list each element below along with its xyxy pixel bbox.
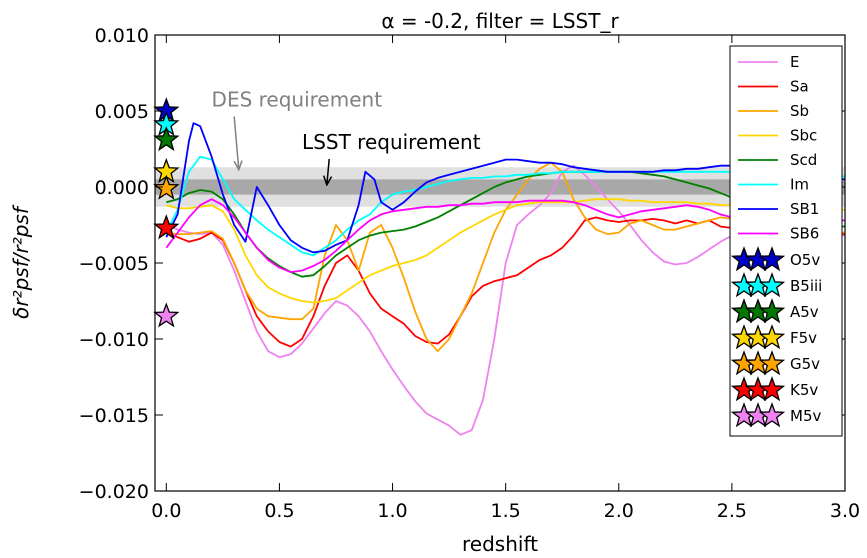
legend-label-sa: Sa	[790, 78, 809, 96]
annotations: DES requirement LSST requirement	[212, 87, 481, 184]
x-tick-label: 2.5	[717, 500, 747, 522]
annotation-lsst: LSST requirement	[302, 130, 481, 154]
y-tick-label: 0.000	[95, 177, 149, 199]
star-point-k5v	[153, 214, 180, 240]
star-point-g5v	[153, 174, 180, 200]
legend-star-g5v	[758, 350, 786, 376]
legend-box	[729, 45, 843, 437]
y-tick-label: 0.005	[95, 101, 149, 123]
x-tick-label: 3.0	[830, 500, 860, 522]
legend-label-a5v: A5v	[790, 303, 819, 321]
x-tick-label: 1.0	[377, 500, 407, 522]
legend-label-k5v: K5v	[790, 381, 818, 399]
x-tick-label: 0.0	[151, 500, 181, 522]
annotation-des: DES requirement	[212, 87, 383, 111]
legend-star-m5v	[758, 402, 786, 428]
y-tick-label: −0.010	[79, 329, 149, 351]
legend-label-e: E	[790, 53, 799, 71]
legend: E Sa Sb Sbc Scd Im SB1 SB6 O5v B5iii A5v F5v G5v K5v M…	[729, 45, 843, 437]
x-axis-label: redshift	[462, 532, 538, 556]
legend-star-a5v	[758, 298, 786, 324]
x-tick-label: 2.0	[604, 500, 634, 522]
x-tick-label: 0.5	[264, 500, 294, 522]
y-tick-label: 0.010	[95, 25, 149, 47]
legend-label-g5v: G5v	[790, 355, 820, 373]
star-markers	[153, 97, 180, 328]
y-tick-label: −0.015	[79, 405, 149, 427]
y-axis-label: δr²psf/r²psf	[9, 204, 33, 319]
legend-label-b5iii: B5iii	[790, 277, 822, 295]
legend-label-sb1: SB1	[790, 200, 819, 218]
y-tick-label: −0.005	[79, 253, 149, 275]
annotation-arrow-des	[234, 116, 239, 168]
legend-label-f5v: F5v	[790, 329, 817, 347]
y-tick-label: −0.020	[79, 481, 149, 503]
legend-star-b5iii	[758, 272, 786, 298]
legend-star-f5v	[758, 324, 786, 350]
series-line-sb1	[165, 122, 845, 254]
legend-label-o5v: O5v	[790, 251, 820, 269]
legend-label-sb6: SB6	[790, 225, 819, 243]
x-axis: 0.0 0.5 1.0 1.5 2.0 2.5 3.0	[151, 35, 860, 522]
legend-star-o5v	[758, 246, 786, 272]
x-tick-label: 1.5	[491, 500, 521, 522]
star-point-a5v	[153, 126, 180, 152]
legend-label-scd: Scd	[790, 151, 817, 169]
legend-label-m5v: M5v	[790, 407, 821, 425]
chart-title: α = -0.2, filter = LSST_r	[381, 9, 619, 33]
legend-label-sb: Sb	[790, 102, 809, 120]
legend-star-k5v	[758, 376, 786, 402]
annotation-arrow-lsst	[327, 158, 329, 184]
star-point-m5v	[153, 302, 180, 328]
legend-label-im: Im	[790, 176, 809, 194]
y-axis: −0.020 −0.015 −0.010 −0.005 0.000 0.005 0.010	[79, 25, 845, 503]
legend-label-sbc: Sbc	[790, 127, 817, 145]
